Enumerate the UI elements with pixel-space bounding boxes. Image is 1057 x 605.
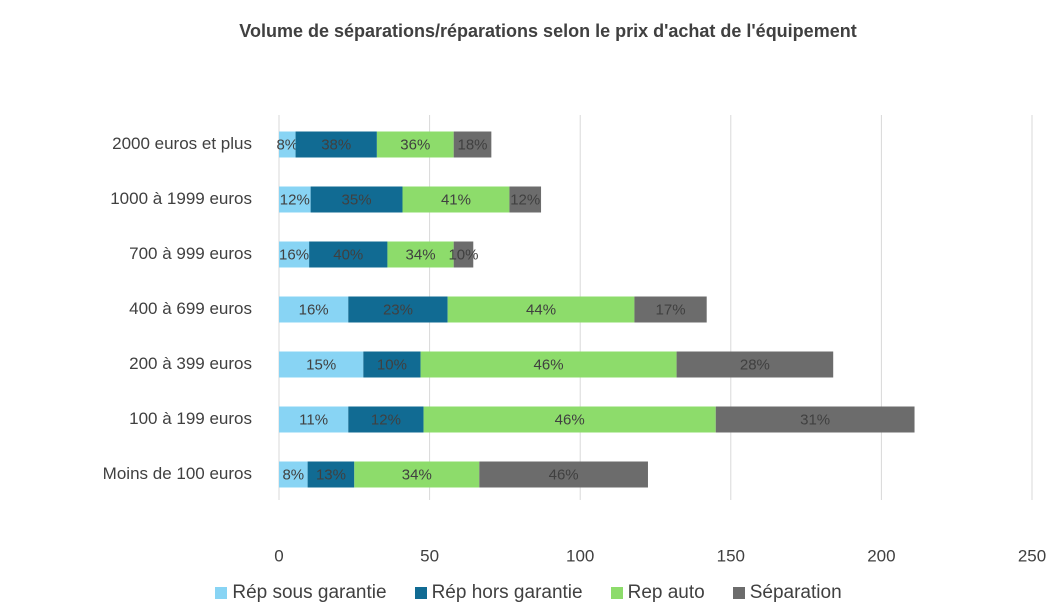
data-label: 36% (400, 136, 430, 153)
data-label: 44% (526, 301, 556, 318)
legend-item: Rép sous garantie (215, 582, 387, 604)
y-tick-label: 2000 euros et plus (112, 134, 252, 153)
data-label: 12% (280, 191, 310, 208)
data-label: 12% (371, 411, 401, 428)
data-label: 15% (306, 356, 336, 373)
bar-segment (447, 296, 635, 323)
x-tick-label: 100 (566, 546, 594, 565)
chart-title: Volume de séparations/réparations selon … (239, 21, 857, 41)
data-label: 23% (383, 301, 413, 318)
legend-label: Rép hors garantie (431, 582, 583, 603)
legend-item: Rep auto (610, 582, 705, 604)
bar-segment (309, 241, 388, 268)
data-label: 34% (402, 466, 432, 483)
x-tick-label: 250 (1018, 546, 1046, 565)
data-label: 31% (800, 411, 830, 428)
legend-swatch (732, 587, 745, 599)
data-label: 46% (534, 356, 564, 373)
bar-segment (453, 131, 492, 158)
bar-segment (279, 241, 310, 268)
bar-segment (310, 186, 403, 213)
bar-segment (634, 296, 707, 323)
bar-segment (279, 131, 296, 158)
x-tick-label: 200 (867, 546, 895, 565)
legend-swatch (215, 587, 228, 599)
data-label: 28% (740, 356, 770, 373)
y-tick-label: 100 à 199 euros (129, 409, 252, 428)
bar-segment (509, 186, 542, 213)
bar-segment (376, 131, 454, 158)
bar-segment (363, 351, 421, 378)
data-label: 17% (656, 301, 686, 318)
data-label: 34% (406, 246, 436, 263)
bar-segment (676, 351, 834, 378)
bar-segment (348, 406, 424, 433)
bar-segment (348, 296, 448, 323)
data-label: 13% (316, 466, 346, 483)
x-tick-label: 150 (717, 546, 745, 565)
y-tick-label: 200 à 399 euros (129, 354, 252, 373)
data-label: 8% (276, 136, 298, 153)
legend-label: Séparation (749, 582, 842, 603)
data-label: 46% (555, 411, 585, 428)
data-label: 35% (342, 191, 372, 208)
bar-segment (295, 131, 377, 158)
y-tick-label: 1000 à 1999 euros (110, 189, 252, 208)
y-tick-label: 400 à 699 euros (129, 299, 252, 318)
bar-segment (423, 406, 716, 433)
data-label: 12% (510, 191, 540, 208)
x-tick-label: 0 (274, 546, 283, 565)
plot: 0 50 100 150 200 250 2000 euros et plus 8% 38% 36… (103, 115, 1046, 565)
bar-segment (420, 351, 677, 378)
data-label: 16% (299, 301, 329, 318)
bar-segment (387, 241, 454, 268)
legend: Rép sous garantie Rép hors garantie Rep au… (0, 582, 1057, 604)
data-label: 10% (448, 246, 478, 263)
bar-segment (354, 461, 480, 488)
data-label: 46% (549, 466, 579, 483)
legend-item: Séparation (732, 582, 842, 604)
data-label: 11% (299, 411, 328, 428)
y-tick-label: 700 à 999 euros (129, 244, 252, 263)
bar-segment (279, 186, 311, 213)
bar-segment (307, 461, 355, 488)
data-label: 40% (333, 246, 363, 263)
y-tick-label: Moins de 100 euros (103, 464, 252, 483)
data-label: 8% (282, 466, 304, 483)
data-label: 38% (321, 136, 351, 153)
bar-segment (715, 406, 915, 433)
data-label: 41% (441, 191, 471, 208)
legend-item: Rép hors garantie (414, 582, 583, 604)
data-label: 18% (458, 136, 488, 153)
bar-segment (279, 461, 308, 488)
data-label: 16% (279, 246, 309, 263)
bar-segment (402, 186, 510, 213)
legend-label: Rép sous garantie (232, 582, 387, 603)
x-tick-label: 50 (420, 546, 439, 565)
bar-segment (479, 461, 648, 488)
data-label: 10% (377, 356, 407, 373)
bar-segment (279, 406, 349, 433)
bar-segment (279, 351, 364, 378)
legend-swatch (414, 587, 427, 599)
legend-swatch (610, 587, 623, 599)
legend-label: Rep auto (627, 582, 705, 603)
bar-segment (453, 241, 474, 268)
bar-segment (279, 296, 349, 323)
